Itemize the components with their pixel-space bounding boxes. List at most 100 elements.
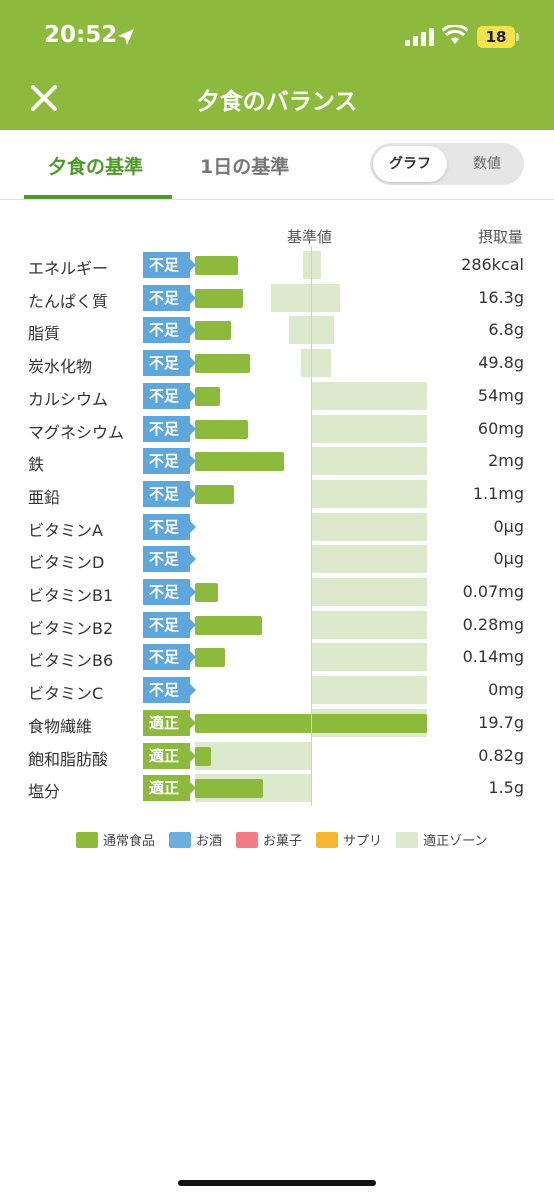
- intake-bar: [195, 484, 234, 504]
- intake-bar: [195, 321, 232, 341]
- nutrient-name: ビタミンC: [28, 684, 104, 704]
- intake-bar: [195, 386, 220, 406]
- optimal-zone: [312, 447, 427, 476]
- status-badge: 不足: [143, 579, 196, 605]
- intake-value: 19.7g: [478, 712, 524, 732]
- nutrient-name: 塩分: [28, 782, 61, 802]
- tab-daily-standard[interactable]: 1日の基準: [200, 156, 290, 178]
- optimal-zone: [312, 381, 427, 410]
- status-badge: 適正: [143, 775, 196, 802]
- nutrient-row: ビタミンB2 不足 0.28mg: [0, 609, 554, 641]
- intake-value: 0µg: [493, 516, 524, 536]
- intake-bar: [195, 779, 263, 799]
- intake-value: 0.82g: [478, 745, 524, 765]
- intake-value: 0µg: [493, 549, 524, 569]
- nutrient-row: 塩分 適正 1.5g: [0, 772, 554, 804]
- nutrient-name: ビタミンB2: [28, 618, 114, 638]
- intake-value: 0.14mg: [462, 647, 524, 667]
- nutrient-row: エネルギー 不足 286kcal: [0, 249, 554, 281]
- nutrient-row: ビタミンC 不足 0mg: [0, 674, 554, 706]
- legend-label: お菓子: [263, 834, 303, 849]
- optimal-zone: [312, 512, 427, 541]
- tab-divider: [0, 199, 554, 200]
- optimal-zone: [301, 349, 331, 378]
- nutrient-row: ビタミンB6 不足 0.14mg: [0, 641, 554, 673]
- graph-view-button[interactable]: グラフ: [373, 146, 447, 182]
- intake-value: 6.8g: [488, 320, 524, 340]
- legend-swatch: [396, 831, 419, 848]
- nutrient-row: マグネシウム 不足 60mg: [0, 413, 554, 445]
- nutrient-name: 食物繊維: [28, 716, 93, 736]
- page-title: 夕食のバランス: [196, 89, 358, 115]
- nutrient-name: エネルギー: [28, 259, 109, 278]
- legend-label: 通常食品: [103, 834, 156, 849]
- intake-bar: [195, 354, 250, 374]
- location-arrow-icon: [118, 29, 134, 45]
- intake-value: 2mg: [488, 451, 524, 471]
- status-badge: 不足: [143, 546, 196, 573]
- nutrient-row: 飽和脂肪酸 適正 0.82g: [0, 740, 554, 772]
- legend-label: お酒: [196, 834, 223, 849]
- active-tab-indicator: [24, 195, 172, 199]
- optimal-zone: [312, 479, 427, 508]
- intake-value: 60mg: [477, 418, 524, 438]
- intake-bar: [195, 419, 248, 439]
- nutrient-name: ビタミンB1: [28, 586, 114, 605]
- optimal-zone: [312, 545, 427, 574]
- intake-bar: [195, 452, 284, 472]
- status-badge: 不足: [143, 252, 196, 278]
- nutrient-name: カルシウム: [28, 389, 109, 409]
- nutrient-name: ビタミンB6: [28, 651, 114, 671]
- legend-swatch: [169, 831, 192, 848]
- legend-item: 通常食品: [76, 830, 155, 849]
- app-header: 20:52 18 夕食のバランス: [0, 0, 554, 130]
- intake-bar: [195, 713, 427, 733]
- status-badge: 不足: [143, 448, 196, 475]
- intake-value: 1.1mg: [472, 483, 524, 503]
- intake-bar: [195, 615, 262, 635]
- nutrient-name: ビタミンD: [28, 553, 105, 573]
- nutrient-row: カルシウム 不足 54mg: [0, 380, 554, 412]
- intake-bar: [195, 288, 243, 308]
- optimal-zone: [271, 283, 341, 312]
- nutrient-row: 食物繊維 適正 19.7g: [0, 707, 554, 739]
- number-view-button[interactable]: 数値: [473, 156, 501, 172]
- status-badge: 適正: [143, 709, 196, 736]
- legend-item: お菓子: [236, 830, 302, 849]
- intake-value: 286kcal: [461, 255, 524, 274]
- legend-label: サプリ: [343, 834, 383, 849]
- cellular-signal-icon: [405, 28, 434, 46]
- optimal-zone: [312, 578, 427, 606]
- intake-value: 1.5g: [488, 778, 524, 798]
- status-badge: 不足: [143, 415, 196, 442]
- intake-bar: [195, 648, 226, 668]
- nutrient-name: 脂質: [28, 324, 61, 344]
- status-badge: 不足: [143, 644, 196, 671]
- legend-swatch: [316, 831, 339, 848]
- optimal-zone: [312, 676, 427, 705]
- nutrient-row: 亜鉛 不足 1.1mg: [0, 478, 554, 510]
- intake-value: 0mg: [488, 680, 524, 700]
- nutrient-name: 亜鉛: [28, 487, 61, 507]
- close-icon[interactable]: [28, 82, 60, 114]
- nutrient-row: 鉄 不足 2mg: [0, 445, 554, 477]
- optimal-zone: [312, 610, 427, 639]
- status-badge: 不足: [143, 677, 196, 704]
- status-badge: 不足: [143, 611, 196, 638]
- standard-value-line: [311, 246, 312, 806]
- intake-value: 49.8g: [478, 353, 524, 373]
- legend-swatch: [236, 831, 259, 848]
- intake-bar: [195, 746, 212, 766]
- nutrient-name: 炭水化物: [28, 357, 93, 377]
- optimal-zone: [312, 643, 427, 672]
- nutrient-row: ビタミンD 不足 0µg: [0, 543, 554, 575]
- tab-dinner-standard[interactable]: 夕食の基準: [48, 156, 144, 178]
- intake-bar: [195, 256, 239, 275]
- nutrient-name: 鉄: [28, 455, 45, 475]
- standard-column-header: 基準値: [287, 228, 333, 246]
- intake-value: 0.07mg: [462, 582, 524, 601]
- nutrient-row: ビタミンA 不足 0µg: [0, 511, 554, 543]
- nutrient-row: ビタミンB1 不足 0.07mg: [0, 576, 554, 608]
- nutrient-row: たんぱく質 不足 16.3g: [0, 282, 554, 314]
- optimal-zone: [195, 741, 312, 770]
